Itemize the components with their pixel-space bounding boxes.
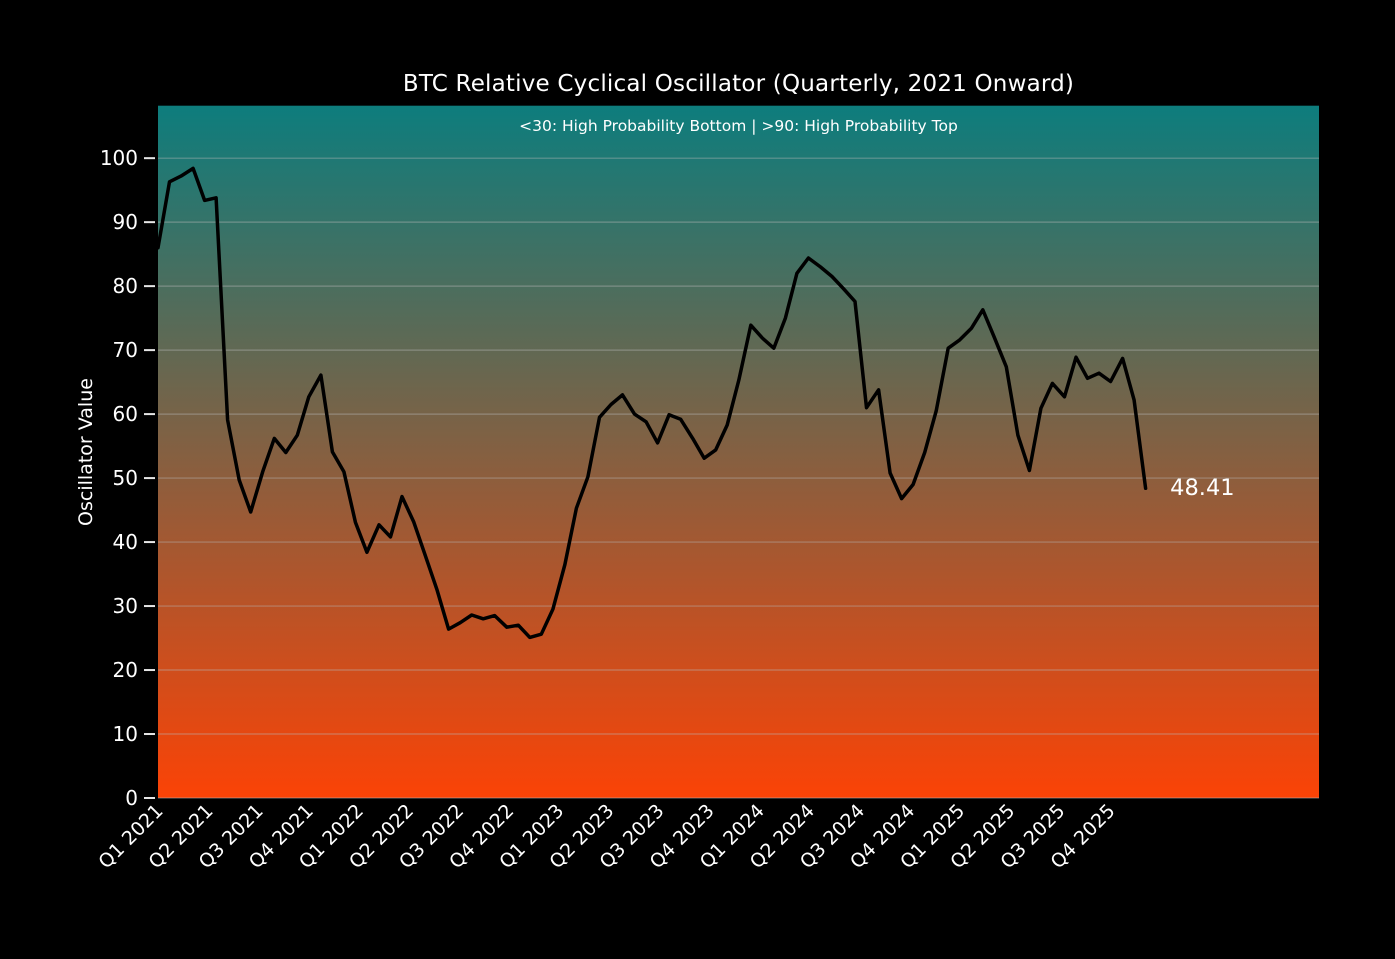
y-tick-label-50: 50 [113,466,138,490]
y-tick-label-60: 60 [113,402,138,426]
y-tick-label-100: 100 [100,146,138,170]
oscillator-line [156,166,1148,640]
y-tick-label-80: 80 [113,274,138,298]
y-tick-label-20: 20 [113,658,138,682]
y-tick-label-90: 90 [113,210,138,234]
plot-area [158,105,1319,798]
y-axis-label: Oscillator Value [75,378,97,526]
y-tick-label-70: 70 [113,338,138,362]
y-tick-label-40: 40 [113,530,138,554]
y-tick-label-10: 10 [113,722,138,746]
y-tick-label-0: 0 [125,786,138,810]
y-tick-label-30: 30 [113,594,138,618]
chart-title: BTC Relative Cyclical Oscillator (Quarte… [402,71,1075,97]
last-value-annotation: 48.41 [1170,475,1235,502]
chart-subtitle: <30: High Probability Bottom | >90: High… [519,117,958,135]
